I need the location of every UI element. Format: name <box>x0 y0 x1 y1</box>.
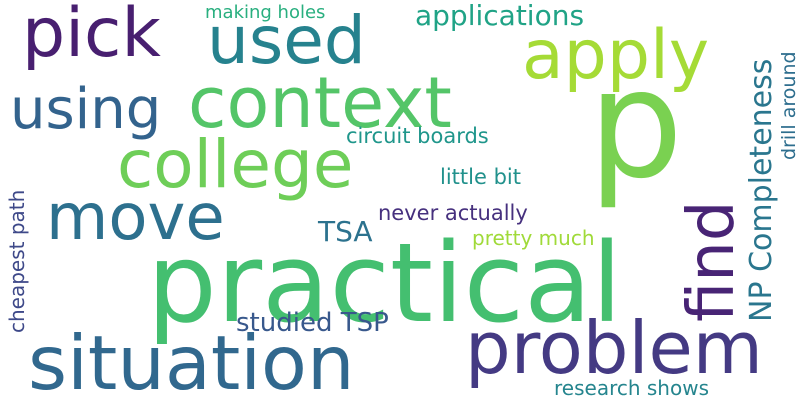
word-find: find <box>675 200 749 323</box>
word-drill-around: drill around <box>778 51 800 160</box>
word-problem: problem <box>465 306 763 390</box>
word-little-bit: little bit <box>440 165 521 189</box>
word-applications: applications <box>415 0 585 32</box>
word-np-completeness: NP Completeness <box>744 58 779 322</box>
word-pretty-much: pretty much <box>472 226 595 250</box>
word-pick: pick <box>22 0 161 73</box>
word-making-holes: making holes <box>205 2 326 23</box>
word-circuit-boards: circuit boards <box>346 124 489 148</box>
word-never-actually: never actually <box>378 201 528 225</box>
word-p: p <box>588 38 684 212</box>
word-move: move <box>46 181 225 255</box>
word-research-shows: research shows <box>554 376 709 400</box>
word-situation: situation <box>28 319 355 400</box>
word-apply: apply <box>522 16 710 95</box>
word-practical: practical <box>147 219 623 347</box>
word-tsa: TSA <box>318 215 373 248</box>
word-context: context <box>188 62 452 144</box>
word-used: used <box>207 2 366 79</box>
word-studied-tsp: studied TSP <box>236 308 389 338</box>
word-cheapest-path: cheapest path <box>5 189 29 333</box>
word-using: using <box>10 77 162 142</box>
word-college: college <box>117 126 354 203</box>
